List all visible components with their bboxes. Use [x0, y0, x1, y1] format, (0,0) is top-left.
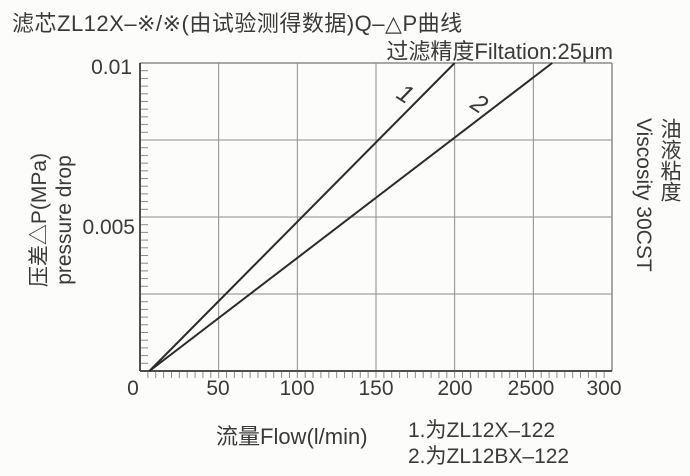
x-tick-0: 0 — [127, 377, 139, 400]
viscosity-annotation-en: Viscosity 30CST — [632, 118, 655, 272]
chart-title: 滤芯ZL12X–※/※(由试验测得数据)Q–△P曲线 — [12, 11, 463, 36]
x-tick-200: 200 — [437, 377, 473, 400]
viscosity-annotation: 油液粘度 Viscosity 30CST — [630, 118, 682, 272]
viscosity-annotation-cn: 油液粘度 — [658, 118, 681, 202]
x-tick-150: 150 — [358, 377, 394, 400]
x-tick-2500: 2500 — [507, 377, 555, 400]
x-tick-50: 50 — [206, 377, 230, 400]
filtration-annotation: 过滤精度Filtation:25μm — [386, 39, 613, 64]
curve-2 — [148, 62, 553, 372]
x-axis-title: 流量Flow(l/min) — [216, 424, 368, 449]
y-tick-0.01: 0.01 — [91, 56, 132, 79]
y-tick-0.005: 0.005 — [82, 216, 135, 239]
curve-1 — [148, 62, 456, 372]
y-axis-title-en: pressure drop — [53, 155, 76, 285]
legend-item-1: 1.为ZL12X–122 — [408, 419, 556, 442]
legend-item-2: 2.为ZL12BX–122 — [408, 445, 570, 468]
x-tick-100: 100 — [279, 377, 315, 400]
plot-area-svg — [139, 62, 613, 378]
legend: 1.为ZL12X–122 2.为ZL12BX–122 — [408, 418, 569, 470]
x-tick-300: 300 — [586, 377, 622, 400]
y-axis-title: 压差△P(MPa) pressure drop — [27, 153, 77, 287]
y-axis-title-cn: 压差△P(MPa) — [28, 152, 51, 288]
